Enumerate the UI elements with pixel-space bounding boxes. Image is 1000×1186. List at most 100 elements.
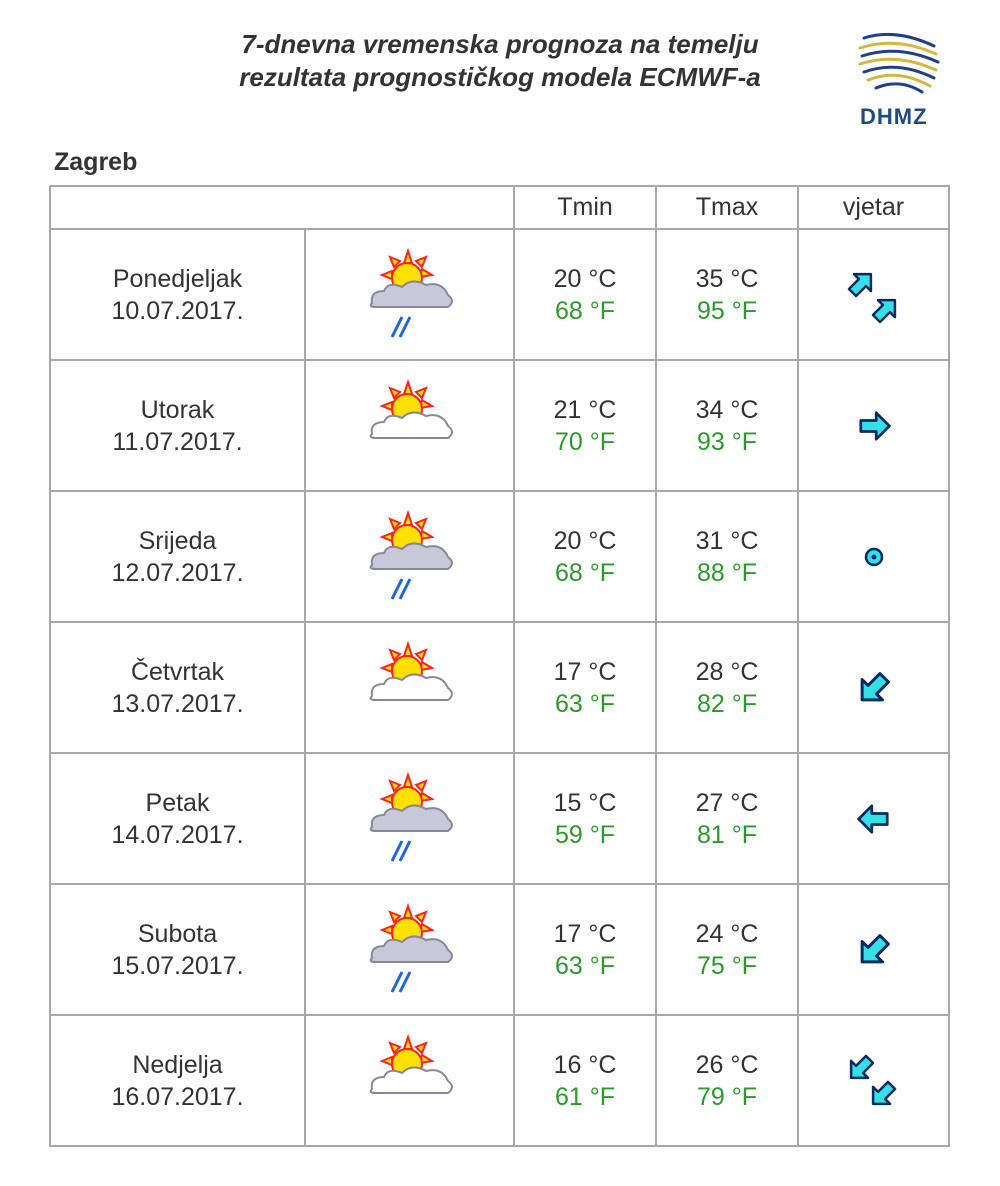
day-row: Subota 15.07.2017. 17 °C 63 °F 24 °C 75 …: [49, 883, 950, 1016]
day-cell: Subota 15.07.2017.: [49, 883, 306, 1016]
double-arrow-northeast-icon: [847, 272, 896, 323]
day-row: Srijeda 12.07.2017. 20 °C 68 °F 31 °C 88…: [49, 490, 950, 623]
tmax-celsius: 28 °C: [695, 657, 759, 686]
wind-cell: [797, 1014, 950, 1147]
sun-cloud-rain-icon: [369, 509, 453, 600]
day-cell: Utorak 11.07.2017.: [49, 359, 306, 492]
sun-cloud-icon: [369, 378, 453, 439]
tmax-cell: 31 °C 88 °F: [655, 490, 799, 623]
calm-circle-icon: [864, 547, 883, 566]
tmin-cell: 20 °C 68 °F: [513, 228, 657, 361]
day-row: Nedjelja 16.07.2017. 16 °C 61 °F 26 °C 7…: [49, 1014, 950, 1147]
tmax-cell: 26 °C 79 °F: [655, 1014, 799, 1147]
day-cell: Nedjelja 16.07.2017.: [49, 1014, 306, 1147]
arrow-west-icon: [856, 803, 889, 834]
day-date: 14.07.2017.: [111, 820, 244, 849]
header-row: Tmin Tmax vjetar: [49, 185, 950, 230]
day-date: 16.07.2017.: [111, 1082, 244, 1111]
day-cell: Srijeda 12.07.2017.: [49, 490, 306, 623]
tmin-celsius: 20 °C: [553, 526, 617, 555]
arrow-southwest-icon: [860, 671, 890, 701]
tmax-fahrenheit: 95 °F: [696, 296, 758, 325]
tmin-celsius: 15 °C: [553, 788, 617, 817]
sun-cloud-rain-icon: [369, 247, 453, 338]
tmin-cell: 17 °C 63 °F: [513, 883, 657, 1016]
tmin-fahrenheit: 68 °F: [554, 558, 616, 587]
tmin-celsius: 17 °C: [553, 657, 617, 686]
weather-cell: [304, 621, 515, 754]
tmin-celsius: 20 °C: [553, 264, 617, 293]
tmin-fahrenheit: 63 °F: [554, 689, 616, 718]
day-row: Utorak 11.07.2017. 21 °C 70 °F 34 °C 93 …: [49, 359, 950, 492]
day-date: 11.07.2017.: [112, 427, 243, 456]
tmax-fahrenheit: 79 °F: [696, 1082, 758, 1111]
day-name: Četvrtak: [130, 657, 225, 686]
day-cell: Ponedjeljak 10.07.2017.: [49, 228, 306, 361]
day-row: Ponedjeljak 10.07.2017. 20 °C 68 °F 35 °…: [49, 228, 950, 361]
logo-text: DHMZ: [860, 104, 928, 129]
weather-cell: [304, 490, 515, 623]
day-name: Srijeda: [138, 526, 217, 555]
tmax-cell: 27 °C 81 °F: [655, 752, 799, 885]
tmin-celsius: 16 °C: [553, 1050, 617, 1079]
tmin-cell: 20 °C 68 °F: [513, 490, 657, 623]
tmin-celsius: 21 °C: [553, 395, 617, 424]
weather-cell: [304, 228, 515, 361]
day-name: Nedjelja: [132, 1050, 223, 1079]
day-name: Ponedjeljak: [112, 264, 243, 293]
weather-cell: [304, 1014, 515, 1147]
tmin-fahrenheit: 61 °F: [554, 1082, 616, 1111]
city-name: Zagreb: [54, 148, 138, 176]
forecast-table: Tmin Tmax vjetar Ponedjeljak 10.07.2017.…: [49, 185, 950, 1147]
tmax-celsius: 26 °C: [695, 1050, 759, 1079]
tmax-fahrenheit: 75 °F: [696, 951, 758, 980]
dhmz-logo: DHMZ: [856, 24, 940, 134]
header-wind: vjetar: [797, 185, 950, 230]
day-date: 13.07.2017.: [111, 689, 244, 718]
day-row: Četvrtak 13.07.2017. 17 °C 63 °F 28 °C 8…: [49, 621, 950, 754]
header-blank-cell: [49, 185, 515, 230]
tmax-celsius: 34 °C: [695, 395, 759, 424]
sun-cloud-icon: [369, 1033, 453, 1094]
tmin-fahrenheit: 59 °F: [554, 820, 616, 849]
wind-cell: [797, 359, 950, 492]
wind-cell: [797, 621, 950, 754]
page-title: 7-dnevna vremenska prognoza na temelju r…: [150, 28, 850, 94]
tmax-celsius: 27 °C: [695, 788, 759, 817]
day-name: Subota: [137, 919, 218, 948]
day-date: 15.07.2017.: [111, 951, 244, 980]
wind-cell: [797, 490, 950, 623]
tmax-fahrenheit: 88 °F: [696, 558, 758, 587]
tmin-cell: 17 °C 63 °F: [513, 621, 657, 754]
title-line-2: rezultata prognostičkog modela ECMWF-a: [239, 62, 761, 92]
tmax-fahrenheit: 81 °F: [696, 820, 758, 849]
day-name: Utorak: [140, 395, 215, 424]
tmin-fahrenheit: 63 °F: [554, 951, 616, 980]
title-line-1: 7-dnevna vremenska prognoza na temelju: [241, 29, 759, 59]
tmin-cell: 16 °C 61 °F: [513, 1014, 657, 1147]
day-cell: Petak 14.07.2017.: [49, 752, 306, 885]
arrow-southwest-icon: [860, 933, 890, 963]
day-cell: Četvrtak 13.07.2017.: [49, 621, 306, 754]
day-date: 12.07.2017.: [111, 558, 244, 587]
tmax-cell: 24 °C 75 °F: [655, 883, 799, 1016]
double-arrow-southwest-icon: [849, 1054, 896, 1105]
header-tmin: Tmin: [513, 185, 657, 230]
sun-cloud-rain-icon: [369, 771, 453, 862]
wind-cell: [797, 228, 950, 361]
weather-cell: [304, 752, 515, 885]
tmax-cell: 35 °C 95 °F: [655, 228, 799, 361]
tmax-celsius: 35 °C: [695, 264, 759, 293]
tmax-fahrenheit: 93 °F: [696, 427, 758, 456]
tmax-cell: 34 °C 93 °F: [655, 359, 799, 492]
tmax-fahrenheit: 82 °F: [696, 689, 758, 718]
tmin-cell: 21 °C 70 °F: [513, 359, 657, 492]
day-row: Petak 14.07.2017. 15 °C 59 °F 27 °C 81 °…: [49, 752, 950, 885]
day-date: 10.07.2017.: [111, 296, 244, 325]
tmin-fahrenheit: 68 °F: [554, 296, 616, 325]
sun-cloud-rain-icon: [369, 902, 453, 993]
tmin-cell: 15 °C 59 °F: [513, 752, 657, 885]
wind-cell: [797, 883, 950, 1016]
sun-cloud-icon: [369, 640, 453, 701]
tmin-celsius: 17 °C: [553, 919, 617, 948]
